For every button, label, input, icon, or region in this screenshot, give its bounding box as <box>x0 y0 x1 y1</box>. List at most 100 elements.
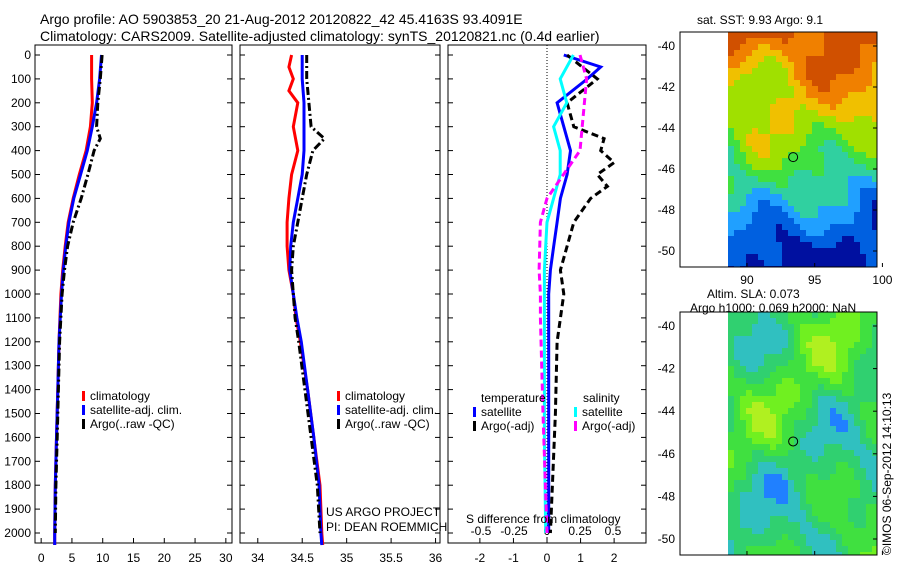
map-cell <box>860 50 866 56</box>
map-cell <box>818 480 824 486</box>
map-cell <box>734 540 740 546</box>
map-cell <box>728 218 734 224</box>
map-cell <box>728 146 734 152</box>
map-cell <box>752 402 758 408</box>
map-cell <box>830 98 836 104</box>
map-cell <box>836 92 842 98</box>
map-cell <box>764 122 770 128</box>
map-cell <box>818 408 824 414</box>
map-cell <box>824 450 830 456</box>
map-cell <box>812 528 818 534</box>
map-cell <box>806 324 812 330</box>
lat-tick-label: -48 <box>658 203 676 217</box>
map-cell <box>812 200 818 206</box>
map-cell <box>812 474 818 480</box>
map-cell <box>854 122 860 128</box>
map-cell <box>746 360 752 366</box>
map-cell <box>842 164 848 170</box>
map-cell <box>860 336 866 342</box>
map-cell <box>806 116 812 122</box>
map-cell <box>776 516 782 522</box>
map-cell <box>854 170 860 176</box>
map-cell <box>842 128 848 134</box>
map-cell <box>728 540 734 546</box>
map-cell <box>866 330 872 336</box>
map-cell <box>740 92 746 98</box>
map-cell <box>860 420 866 426</box>
map-cell <box>854 336 860 342</box>
map-cell <box>758 44 764 50</box>
map-cell <box>860 224 866 230</box>
map-cell <box>806 194 812 200</box>
map-cell <box>860 450 866 456</box>
map-cell <box>854 420 860 426</box>
map-cell <box>866 134 872 140</box>
map-cell <box>758 194 764 200</box>
map-cell <box>770 348 776 354</box>
map-cell <box>806 408 812 414</box>
map-cell <box>758 336 764 342</box>
map-cell <box>770 98 776 104</box>
map-cell <box>728 212 734 218</box>
map-cell <box>758 128 764 134</box>
map-cell <box>836 342 842 348</box>
map-cell <box>818 158 824 164</box>
map-cell <box>794 432 800 438</box>
map-cell <box>824 330 830 336</box>
map-cell <box>830 194 836 200</box>
map-cell <box>842 432 848 438</box>
map-cell <box>740 182 746 188</box>
lat-tick-label: -42 <box>658 362 676 376</box>
map-cell <box>764 248 770 254</box>
map-cell <box>728 552 734 555</box>
map-cell <box>740 68 746 74</box>
map-cell <box>848 194 854 200</box>
map-cell <box>812 330 818 336</box>
map-cell <box>776 38 782 44</box>
map-cell <box>806 522 812 528</box>
map-cell <box>734 324 740 330</box>
map-cell <box>740 546 746 552</box>
map-cell <box>848 32 854 38</box>
map-cell <box>806 396 812 402</box>
map-cell <box>764 546 770 552</box>
map-cell <box>752 152 758 158</box>
map-cell <box>824 134 830 140</box>
map-cell <box>764 86 770 92</box>
series-t-argo-adj- <box>548 53 617 534</box>
map-cell <box>818 86 824 92</box>
map-cell <box>776 486 782 492</box>
map-cell <box>758 98 764 104</box>
map-cell <box>794 212 800 218</box>
map-cell <box>728 152 734 158</box>
lat-tick-label: -50 <box>658 244 676 258</box>
map-cell <box>806 540 812 546</box>
map-cell <box>830 438 836 444</box>
map-cell <box>758 80 764 86</box>
map-cell <box>788 552 794 555</box>
map-cell <box>782 254 788 260</box>
map-cell <box>782 450 788 456</box>
map-cell <box>782 50 788 56</box>
map-cell <box>734 170 740 176</box>
map-cell <box>854 432 860 438</box>
lon-tick-label: 100 <box>872 273 892 287</box>
map-cell <box>854 200 860 206</box>
map-cell <box>788 86 794 92</box>
series-argo-raw-qc- <box>53 54 104 534</box>
map-cell <box>770 384 776 390</box>
map-cell <box>836 104 842 110</box>
map-cell <box>740 426 746 432</box>
map-cell <box>782 348 788 354</box>
map-cell <box>812 420 818 426</box>
map-cell <box>746 56 752 62</box>
map-cell <box>806 260 812 266</box>
map-cell <box>788 110 794 116</box>
map-cell <box>776 414 782 420</box>
map-cell <box>752 342 758 348</box>
map-cell <box>770 182 776 188</box>
map-cell <box>734 86 740 92</box>
y-tick-label: 1900 <box>4 502 31 516</box>
map-cell <box>752 372 758 378</box>
map-cell <box>800 140 806 146</box>
